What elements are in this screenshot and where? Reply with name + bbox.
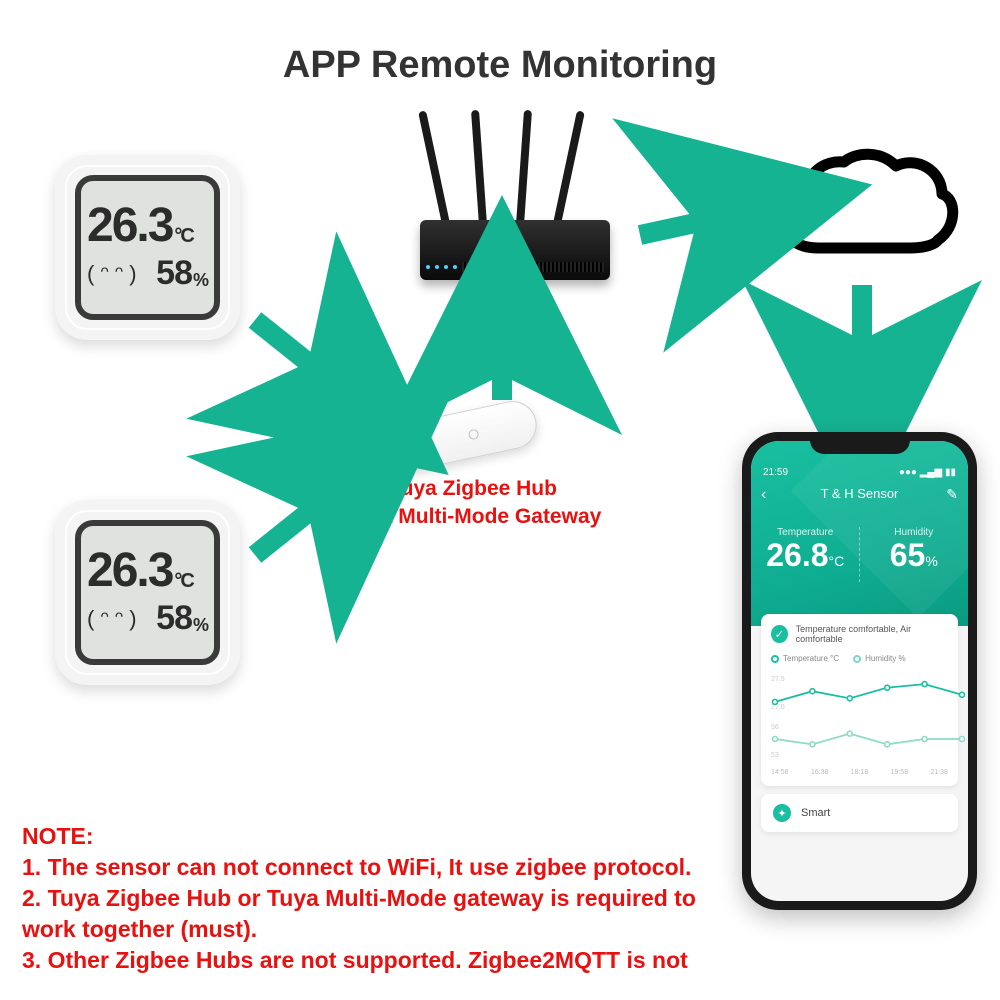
- sensor-device-2: 26.3 °C ( ᵔ ᵔ ) 58 %: [55, 500, 240, 685]
- app-header: 21:59 ●●● ▂▄▆ ▮▮ ‹ T & H Sensor ✎ Temper…: [751, 441, 968, 626]
- smart-icon: ✦: [773, 804, 791, 822]
- temp-unit: °C: [174, 571, 192, 591]
- note-item-1: 1. The sensor can not connect to WiFi, I…: [22, 852, 712, 883]
- status-time: 21:59: [763, 467, 788, 478]
- temperature-reading: Temperature 26.8°C: [751, 527, 860, 573]
- temp-value: 26.8: [766, 537, 828, 573]
- mini-chart: 27.5 27.0 56 53: [771, 671, 948, 766]
- router-device: [400, 110, 630, 300]
- note-item-3: 3. Other Zigbee Hubs are not supported. …: [22, 945, 712, 976]
- hum-unit: %: [925, 553, 937, 569]
- app-screen-title: T & H Sensor: [821, 486, 899, 501]
- temp-value: 26.3: [87, 202, 172, 250]
- notes-block: NOTE: 1. The sensor can not connect to W…: [22, 821, 712, 976]
- zigbee-hub-device: [346, 390, 549, 487]
- face-icon: ( ᵔ ᵔ ): [87, 261, 137, 287]
- temp-unit: °C: [174, 226, 192, 246]
- sensor-screen: 26.3 °C ( ᵔ ᵔ ) 58 %: [75, 520, 220, 665]
- hum-label: Humidity: [860, 527, 969, 538]
- status-icons: ●●● ▂▄▆ ▮▮: [899, 467, 956, 478]
- legend-hum: Humidity %: [865, 654, 905, 663]
- legend-dot-icon: [853, 655, 861, 663]
- sensor-device-1: 26.3 °C ( ᵔ ᵔ ) 58 %: [55, 155, 240, 340]
- humidity-reading: Humidity 65%: [860, 527, 969, 573]
- temp-label: Temperature: [751, 527, 860, 538]
- legend-temp: Temperature °C: [783, 654, 839, 663]
- edit-icon[interactable]: ✎: [946, 486, 958, 503]
- face-icon: ( ᵔ ᵔ ): [87, 606, 137, 632]
- page-title: APP Remote Monitoring: [0, 44, 1000, 87]
- comfort-badge-icon: ✓: [771, 625, 788, 643]
- phone-screen: 21:59 ●●● ▂▄▆ ▮▮ ‹ T & H Sensor ✎ Temper…: [751, 441, 968, 901]
- phone-mockup: 21:59 ●●● ▂▄▆ ▮▮ ‹ T & H Sensor ✎ Temper…: [742, 432, 977, 910]
- sensor-temperature: 26.3 °C: [87, 202, 208, 250]
- back-icon[interactable]: ‹: [761, 486, 766, 504]
- svg-text:27.0: 27.0: [771, 704, 785, 711]
- sensor-humidity: 58 %: [156, 254, 208, 293]
- comfort-text: Temperature comfortable, Air comfortable: [796, 624, 948, 644]
- legend-dot-icon: [771, 655, 779, 663]
- phone-notch: [810, 432, 910, 454]
- svg-text:53: 53: [771, 752, 779, 759]
- hum-value: 58: [156, 599, 192, 638]
- app-topbar: ‹ T & H Sensor ✎: [751, 478, 968, 509]
- sensor-screen: 26.3 °C ( ᵔ ᵔ ) 58 %: [75, 175, 220, 320]
- hum-value: 65: [890, 537, 926, 573]
- smart-label: Smart: [801, 807, 830, 819]
- hub-label-line2: Tuya Multi-Mode Gateway: [345, 503, 601, 531]
- smart-card[interactable]: ✦ Smart: [761, 794, 958, 832]
- hub-label: Tuya Zigbee Hub Tuya Multi-Mode Gateway: [345, 475, 601, 532]
- temp-value: 26.3: [87, 547, 172, 595]
- readings-row: Temperature 26.8°C Humidity 65%: [751, 527, 968, 573]
- hum-unit: %: [193, 615, 208, 636]
- notes-heading: NOTE:: [22, 821, 712, 852]
- cloud-icon: [770, 148, 960, 278]
- chart-card: ✓ Temperature comfortable, Air comfortab…: [761, 614, 958, 786]
- sensor-humidity: 58 %: [156, 599, 208, 638]
- chart-legend: Temperature °C Humidity %: [771, 654, 948, 663]
- status-bar: 21:59 ●●● ▂▄▆ ▮▮: [751, 467, 968, 478]
- hum-unit: %: [193, 270, 208, 291]
- hum-value: 58: [156, 254, 192, 293]
- svg-text:27.5: 27.5: [771, 676, 785, 683]
- temp-unit: °C: [829, 553, 845, 569]
- sensor-temperature: 26.3 °C: [87, 547, 208, 595]
- hub-label-line1: Tuya Zigbee Hub: [345, 475, 601, 503]
- svg-text:56: 56: [771, 724, 779, 731]
- note-item-2: 2. Tuya Zigbee Hub or Tuya Multi-Mode ga…: [22, 883, 712, 945]
- chart-x-axis: 14:5816:3818:1819:5821:38: [771, 769, 948, 776]
